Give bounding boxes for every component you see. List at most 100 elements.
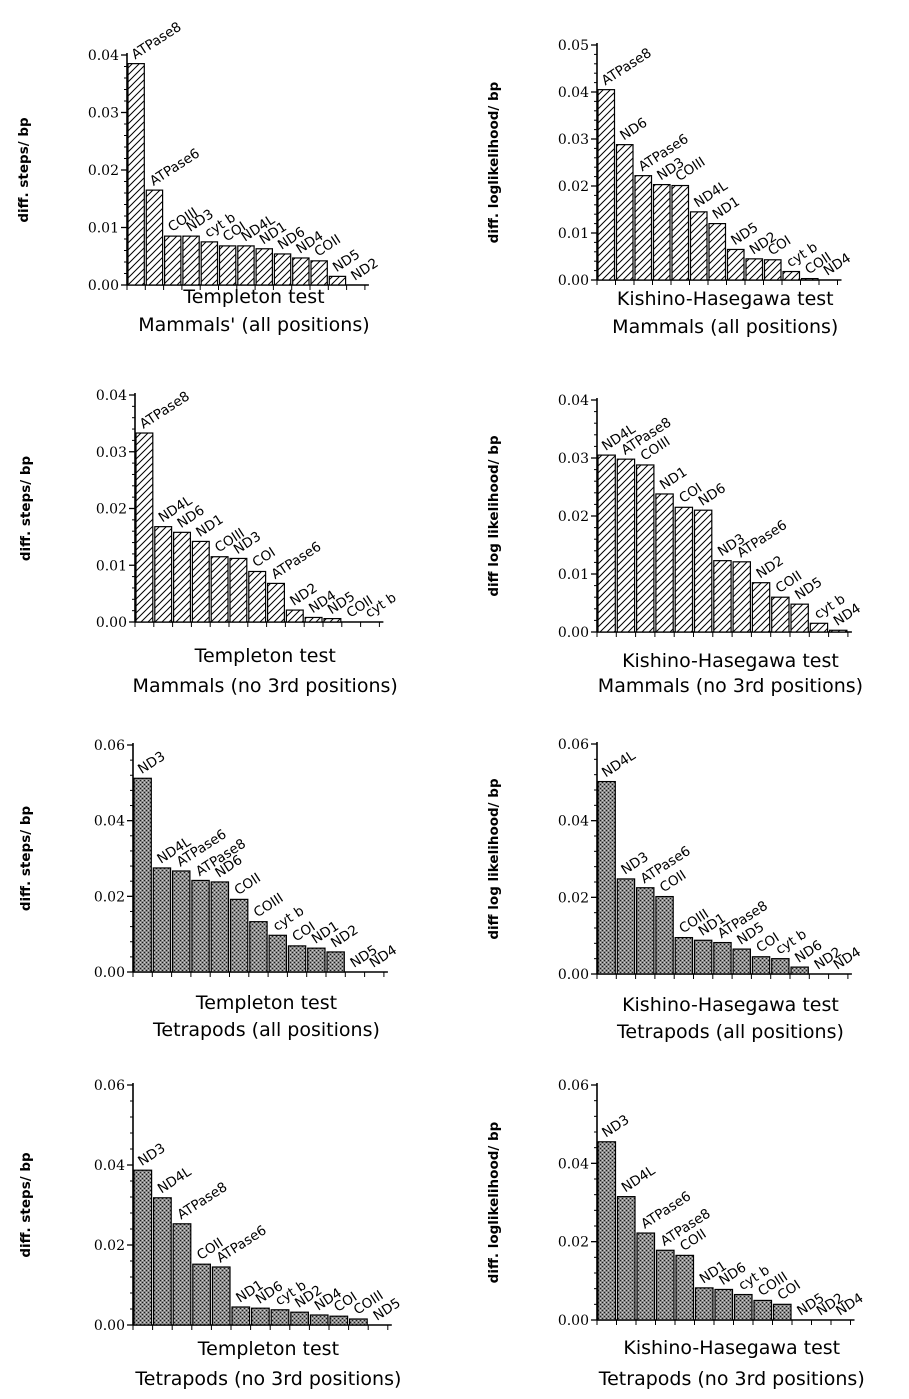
chart-caption-test: Kishino-Hasegawa test bbox=[623, 1337, 840, 1359]
y-tick-label: 0.00 bbox=[96, 615, 127, 631]
y-tick-label: 0.06 bbox=[94, 738, 125, 754]
bar bbox=[674, 936, 694, 975]
bar bbox=[307, 947, 326, 973]
y-tick-label: 0.04 bbox=[558, 85, 589, 101]
y-axis-label: diff. loglikelihood/ bp bbox=[486, 1121, 502, 1283]
chart-panel-mammals-no3rd-kh: 0.000.010.020.030.04ND4LATPase8COIIIND1C… bbox=[486, 393, 864, 697]
y-axis-label: diff. loglikelihood/ bp bbox=[486, 81, 502, 243]
bar bbox=[616, 1196, 636, 1321]
chart-caption-dataset: Tetrapods (all positions) bbox=[152, 1019, 380, 1041]
bar bbox=[273, 253, 292, 286]
bar bbox=[133, 1169, 153, 1326]
bar bbox=[763, 259, 782, 281]
y-tick-label: 0.04 bbox=[88, 48, 119, 64]
chart-panel-tetrapods-all-templeton: 0.000.020.040.06ND3ND4LATPase6ATPase8ND6… bbox=[18, 738, 400, 1041]
chart-caption-dataset: Tetrapods (no 3rd positions) bbox=[598, 1368, 865, 1390]
chart-caption-test: Templeton test bbox=[194, 645, 336, 667]
y-axis-label: diff. steps/ bp bbox=[18, 805, 34, 911]
bar-category-label: ND4L bbox=[619, 1162, 659, 1196]
bar bbox=[597, 454, 616, 633]
y-tick-label: 0.02 bbox=[94, 889, 125, 905]
bar bbox=[218, 245, 237, 286]
chart-caption-dataset: Mammals (all positions) bbox=[612, 316, 838, 338]
bar-category-label: ND3 bbox=[135, 748, 168, 777]
bar bbox=[751, 956, 771, 975]
y-tick-label: 0.03 bbox=[88, 106, 119, 122]
y-tick-label: 0.06 bbox=[94, 1078, 125, 1094]
chart-caption-dataset: Tetrapods (no 3rd positions) bbox=[134, 1368, 401, 1390]
y-tick-label: 0.00 bbox=[94, 1318, 125, 1334]
y-tick-label: 0.01 bbox=[88, 221, 119, 237]
bar bbox=[135, 432, 154, 623]
bar bbox=[309, 1314, 329, 1326]
bar bbox=[153, 1197, 172, 1326]
bar bbox=[210, 556, 229, 623]
bar bbox=[652, 183, 671, 281]
bar bbox=[323, 617, 342, 623]
bar bbox=[655, 1249, 675, 1321]
bar-category-label: ATPase8 bbox=[174, 1179, 230, 1223]
chart-caption-test: Templeton test bbox=[197, 1338, 339, 1360]
bar bbox=[597, 89, 616, 281]
bar bbox=[655, 493, 674, 633]
y-tick-label: 0.03 bbox=[558, 451, 589, 467]
chart-caption-dataset: Tetrapods (all positions) bbox=[616, 1021, 844, 1043]
bar bbox=[229, 898, 249, 973]
y-tick-label: 0.02 bbox=[96, 502, 127, 518]
bar-category-label: ATPase8 bbox=[137, 388, 193, 432]
bar bbox=[292, 257, 310, 286]
bar bbox=[635, 464, 655, 633]
y-tick-label: 0.05 bbox=[558, 38, 589, 54]
y-axis-label: diff. steps/ bp bbox=[18, 1152, 34, 1258]
bar bbox=[229, 557, 248, 623]
bar bbox=[809, 622, 829, 633]
bar-category-label: ATPase8 bbox=[129, 19, 185, 63]
y-tick-label: 0.00 bbox=[558, 967, 589, 983]
bar bbox=[790, 966, 809, 975]
bar bbox=[675, 1254, 695, 1321]
bar bbox=[615, 144, 634, 281]
bar bbox=[211, 1266, 231, 1326]
y-tick-label: 0.00 bbox=[558, 625, 589, 641]
y-tick-label: 0.03 bbox=[96, 445, 127, 461]
y-axis-label: diff. steps/ bp bbox=[16, 117, 32, 223]
y-tick-label: 0.02 bbox=[88, 163, 119, 179]
bar-category-label: ATPase8 bbox=[599, 45, 655, 89]
bar bbox=[210, 881, 230, 973]
bar bbox=[231, 1306, 251, 1326]
bar bbox=[191, 540, 210, 623]
y-tick-label: 0.02 bbox=[558, 890, 589, 906]
bar bbox=[287, 945, 307, 973]
bar bbox=[164, 235, 182, 286]
chart-caption-test: Kishino-Hasegawa test bbox=[622, 994, 839, 1016]
bar bbox=[726, 248, 745, 281]
bar-category-label: ND4L bbox=[599, 747, 639, 781]
bar bbox=[268, 934, 288, 973]
bar bbox=[693, 509, 713, 633]
y-tick-label: 0.00 bbox=[94, 965, 125, 981]
bar bbox=[771, 958, 790, 975]
bar-category-label: ND6 bbox=[696, 480, 729, 509]
bar bbox=[310, 260, 328, 286]
bar bbox=[674, 506, 694, 633]
bar bbox=[790, 603, 809, 633]
bar bbox=[800, 277, 819, 281]
bar bbox=[634, 175, 653, 281]
bar-category-label: ND3 bbox=[599, 1112, 632, 1141]
bar bbox=[708, 223, 727, 281]
y-tick-label: 0.00 bbox=[558, 1313, 589, 1329]
bar bbox=[733, 1293, 753, 1321]
y-tick-label: 0.02 bbox=[558, 1235, 589, 1251]
bar bbox=[771, 596, 790, 633]
chart-panel-tetrapods-all-kh: 0.000.020.040.06ND4LND3ATPase6COIICOIIIN… bbox=[486, 737, 864, 1043]
bar bbox=[237, 245, 255, 286]
bar bbox=[713, 941, 732, 975]
bar bbox=[635, 887, 655, 975]
bar bbox=[172, 870, 191, 973]
bar-category-label: ND4L bbox=[155, 1164, 195, 1198]
bar bbox=[191, 879, 210, 973]
bar bbox=[182, 235, 200, 286]
y-axis-label: diff. steps/ bp bbox=[18, 455, 34, 561]
y-tick-label: 0.04 bbox=[96, 388, 127, 404]
